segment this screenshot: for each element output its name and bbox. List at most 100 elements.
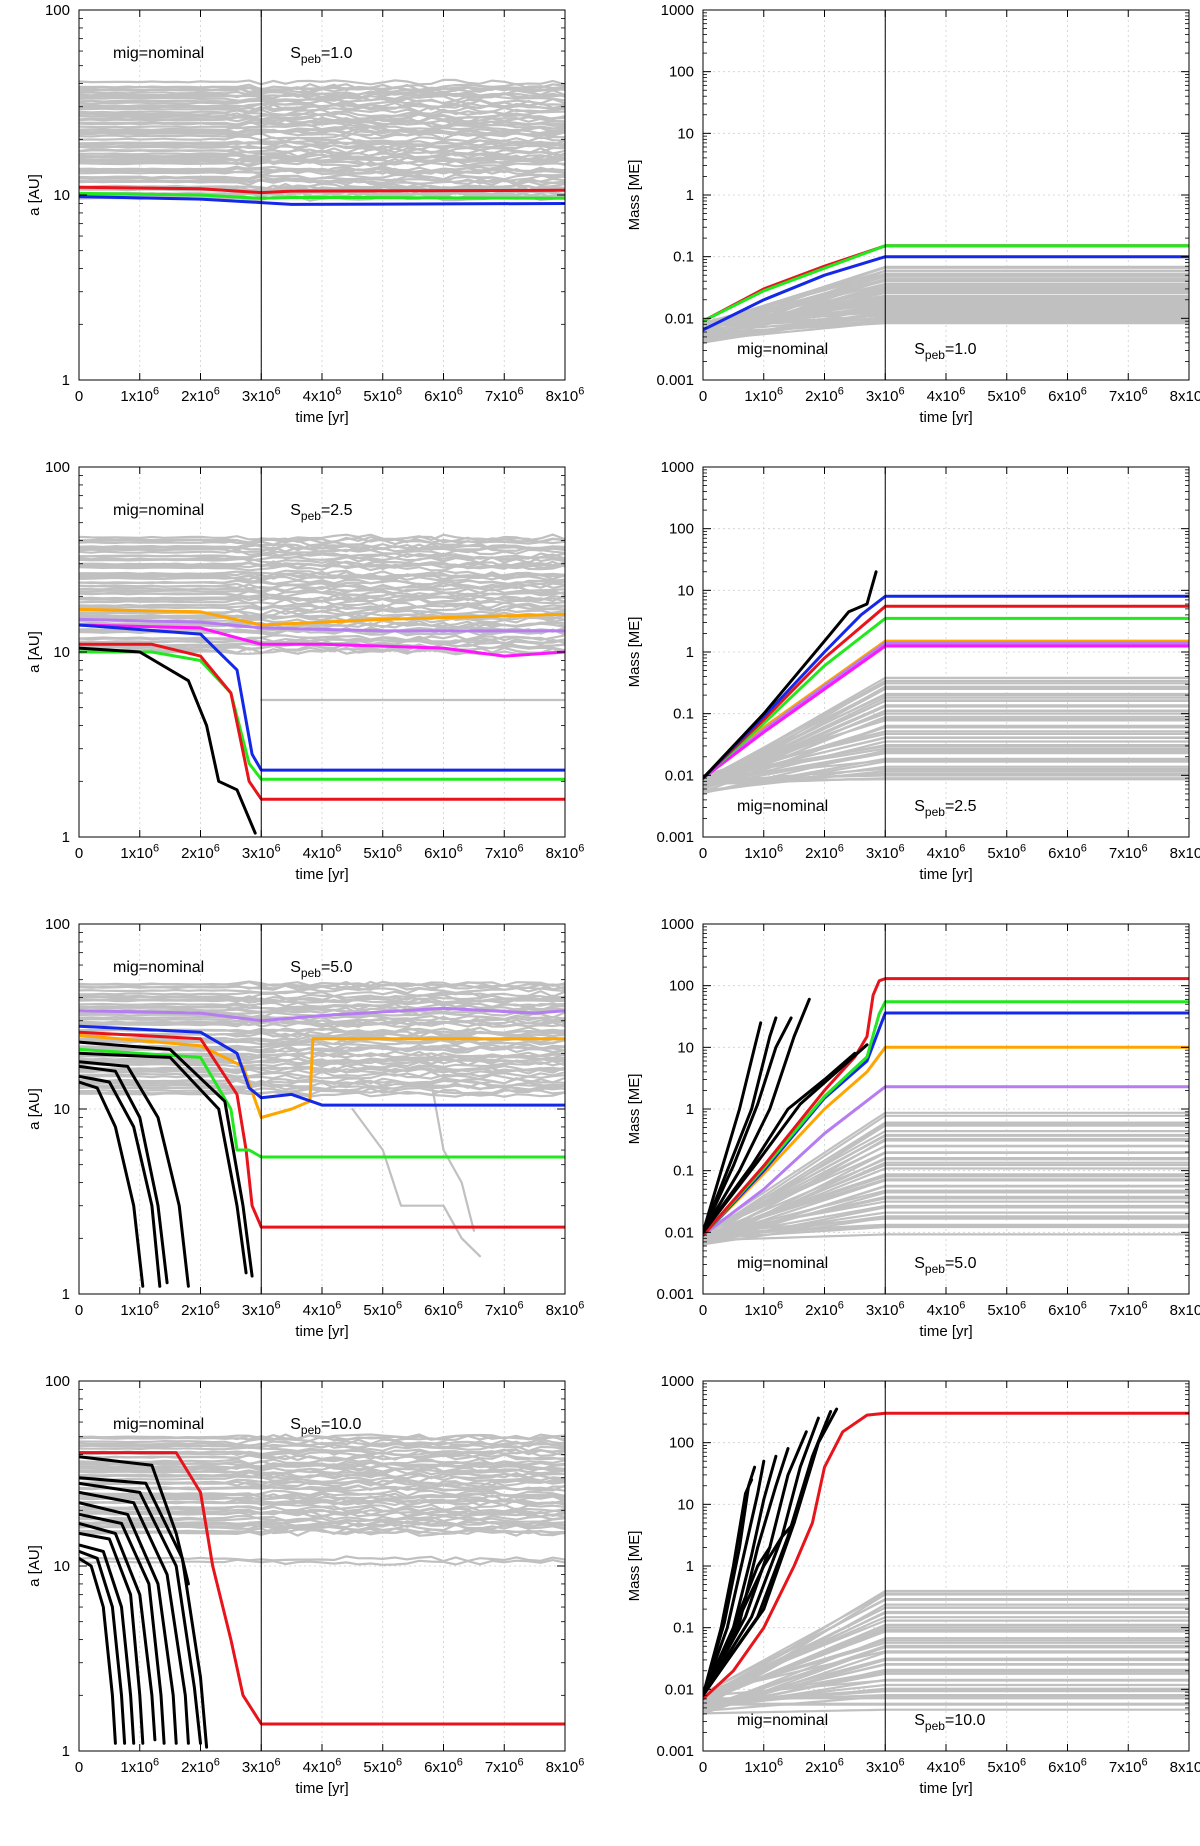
gray-trajectory xyxy=(703,724,1189,793)
gray-trajectory xyxy=(79,1465,565,1473)
gray-trajectory xyxy=(79,1073,565,1081)
x-tick-label: 2x106 xyxy=(805,1757,844,1776)
x-tick-label: 8x106 xyxy=(546,1300,585,1319)
x-tick-label: 5x106 xyxy=(363,843,402,862)
gray-trajectory xyxy=(79,1518,565,1527)
gray-trajectory xyxy=(703,1158,1189,1238)
gray-trajectory xyxy=(703,740,1189,789)
gray-trajectory xyxy=(703,1708,1189,1715)
gray-trajectory xyxy=(79,78,565,86)
y-tick-label: 0.001 xyxy=(656,372,694,389)
x-tick-label: 7x106 xyxy=(485,1757,524,1776)
y-axis-label: Mass [ME] xyxy=(626,1074,643,1145)
gray-trajectory xyxy=(703,769,1189,792)
gray-trajectory xyxy=(79,1060,565,1069)
series-gray-dip-b xyxy=(430,1080,475,1232)
gray-trajectory xyxy=(703,676,1189,784)
gray-trajectory xyxy=(703,1151,1189,1247)
gray-trajectory xyxy=(79,1018,565,1026)
chart-panel-3: 0 1x106 2x106 3x106 4x106 5x106 6x106 7x106 8x10… xyxy=(26,459,584,883)
x-tick-label: 1x106 xyxy=(744,1757,783,1776)
series-red xyxy=(703,977,1189,1237)
gray-trajectory xyxy=(79,1491,565,1499)
x-tick-label: 7x106 xyxy=(1109,843,1148,862)
x-tick-label: 4x106 xyxy=(927,1300,966,1319)
series-black-5 xyxy=(703,1447,790,1697)
series-black-5 xyxy=(79,1051,248,1275)
gray-trajectory xyxy=(79,140,565,147)
gray-trajectory xyxy=(79,82,565,91)
x-tick-label: 5x106 xyxy=(363,386,402,405)
gray-trajectory xyxy=(79,1522,565,1530)
series-black-5 xyxy=(79,1521,157,1742)
series-red xyxy=(79,1451,565,1726)
pebble-flux-label: Speb=5.0 xyxy=(290,959,352,980)
y-tick-label: 1 xyxy=(62,829,70,846)
gray-trajectory xyxy=(703,1191,1189,1246)
x-tick-label: 6x106 xyxy=(424,843,463,862)
y-axis-label: Mass [ME] xyxy=(626,1531,643,1602)
y-tick-label: 0.001 xyxy=(656,829,694,846)
gray-trajectory xyxy=(79,582,565,591)
series-orange xyxy=(703,1045,1189,1237)
gray-trajectory xyxy=(79,89,565,97)
x-tick-label: 7x106 xyxy=(1109,1757,1148,1776)
x-tick-label: 5x106 xyxy=(987,843,1026,862)
gray-trajectory xyxy=(703,288,1189,344)
gray-trajectory xyxy=(79,1065,565,1074)
x-tick-label: 1x106 xyxy=(120,1757,159,1776)
series-gray-dip-a xyxy=(351,1107,481,1258)
gray-trajectory xyxy=(79,1437,565,1446)
pebble-flux-label: Speb=1.0 xyxy=(290,45,352,66)
gray-trajectory xyxy=(79,594,565,603)
series-black-7 xyxy=(79,1501,178,1745)
gray-trajectory xyxy=(79,123,565,131)
x-tick-label: 0 xyxy=(75,1759,83,1776)
x-tick-label: 5x106 xyxy=(987,386,1026,405)
series-black-4 xyxy=(703,997,811,1234)
x-tick-label: 0 xyxy=(699,845,707,862)
gray-trajectory xyxy=(79,120,565,128)
y-tick-label: 0.01 xyxy=(665,310,694,327)
y-tick-label: 0.1 xyxy=(673,249,694,266)
x-tick-label: 8x106 xyxy=(546,1757,585,1776)
y-tick-label: 100 xyxy=(669,64,694,81)
x-tick-label: 2x106 xyxy=(805,843,844,862)
x-tick-label: 1x106 xyxy=(744,1300,783,1319)
x-tick-label: 4x106 xyxy=(927,843,966,862)
y-tick-label: 10 xyxy=(53,644,70,661)
pebble-flux-label: Speb=10.0 xyxy=(914,1712,985,1733)
series-black xyxy=(703,570,878,780)
gray-trajectory xyxy=(703,1185,1189,1246)
gray-trajectory xyxy=(703,318,1189,327)
x-tick-label: 4x106 xyxy=(927,386,966,405)
x-tick-label: 6x106 xyxy=(1048,1757,1087,1776)
x-tick-label: 5x106 xyxy=(363,1300,402,1319)
gray-trajectory xyxy=(703,1129,1189,1234)
x-tick-label: 1x106 xyxy=(120,386,159,405)
x-axis-label: time [yr] xyxy=(919,409,972,426)
gray-trajectory xyxy=(703,685,1189,791)
series-purple xyxy=(703,1085,1189,1237)
y-tick-label: 1 xyxy=(686,1558,694,1575)
gray-trajectory xyxy=(79,132,565,140)
series-black-3 xyxy=(703,1016,793,1234)
gray-trajectory xyxy=(79,1002,565,1011)
gray-trajectory xyxy=(703,765,1189,793)
gray-trajectory xyxy=(79,1000,565,1008)
gray-trajectory xyxy=(79,101,565,110)
plot-area xyxy=(703,1407,1189,1715)
plot-area xyxy=(703,570,1189,795)
gray-trajectory xyxy=(703,1644,1189,1709)
x-tick-label: 0 xyxy=(75,1302,83,1319)
gray-trajectory xyxy=(79,1020,565,1029)
gray-trajectory xyxy=(703,1204,1189,1240)
y-tick-label: 1 xyxy=(686,1101,694,1118)
series-black-1 xyxy=(703,1021,763,1234)
chart-panel-6: 0 1x106 2x106 3x106 4x106 5x106 6x106 7x106 8x10… xyxy=(626,916,1200,1340)
gray-trajectory xyxy=(703,705,1189,789)
gray-trajectory xyxy=(703,1651,1189,1715)
x-tick-label: 3x106 xyxy=(866,386,905,405)
gray-trajectory xyxy=(703,1139,1189,1236)
